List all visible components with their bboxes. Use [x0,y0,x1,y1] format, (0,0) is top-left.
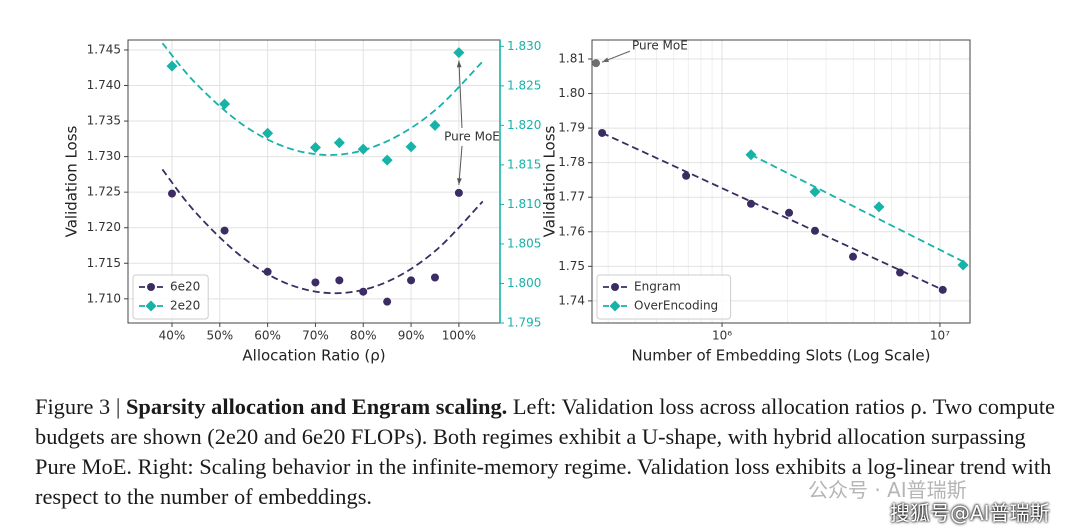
marker [429,119,441,131]
marker [896,268,905,277]
marker [454,188,463,197]
y2-tick-label: 1.810 [507,197,541,211]
legend-marker [145,300,157,312]
y-tick-label: 1.715 [87,256,121,270]
marker [747,199,756,208]
x-tick-label: 70% [302,329,329,343]
marker [263,267,272,276]
caption-bold: Sparsity allocation and Engram scaling. [125,394,508,419]
fit-line [601,132,944,291]
marker [357,143,369,155]
x-tick-label: 50% [206,329,233,343]
caption-label: Figure 3 | [35,394,121,419]
marker [383,297,392,306]
marker [335,276,344,285]
marker [810,226,819,235]
marker [957,259,969,271]
y-tick-label: 1.74 [558,293,585,307]
x-tick-label: 40% [159,329,186,343]
legend-label: Engram [634,280,681,294]
marker [598,128,607,137]
x-tick-label: 60% [254,329,281,343]
y-axis-label: Validation Loss [63,125,81,237]
x-axis-label: Number of Embedding Slots (Log Scale) [631,347,930,365]
y2-tick-label: 1.815 [507,157,541,171]
caption-text: Left: Validation loss across allocation … [35,394,1055,509]
legend-label: 6e20 [170,280,200,294]
annotation: Pure MoE [632,39,688,53]
y-tick-label: 1.79 [558,121,585,135]
watermark: 搜狐号@AI普瑞斯 [890,501,1050,525]
marker [359,287,368,296]
y-tick-label: 1.76 [558,224,585,238]
marker [219,98,231,110]
legend-box [596,274,732,320]
y2-tick-label: 1.830 [507,39,541,53]
fit-line [750,153,964,263]
marker [309,142,321,154]
y2-tick-label: 1.800 [507,276,541,290]
marker [430,273,439,282]
y-tick-label: 1.78 [558,155,585,169]
y-tick-label: 1.730 [87,149,121,163]
marker [381,154,393,166]
marker [938,285,947,294]
fit-line [161,168,484,295]
marker [405,141,417,153]
x-tick-label: 90% [398,329,425,343]
marker [333,137,345,149]
marker [407,276,416,285]
x-tick-label: 10⁷ [930,329,950,343]
y-tick-label: 1.77 [558,190,585,204]
y2-tick-label: 1.825 [507,78,541,92]
arrow-head [456,60,462,68]
marker [262,127,274,139]
arrow-head [457,178,462,185]
plot-frame [591,39,971,324]
x-tick-label: 80% [350,329,377,343]
annotation-arrow [458,60,463,129]
marker [453,47,465,59]
watermark: 公众号 · AI普瑞斯 [808,478,967,502]
x-axis-label: Allocation Ratio (ρ) [242,347,385,365]
fit-line [161,42,484,156]
x-tick-label: 10⁶ [712,329,732,343]
marker [873,201,885,213]
y-tick-label: 1.740 [87,78,121,92]
caption: Figure 3 | Sparsity allocation and Engra… [35,392,1057,512]
legend-label: OverEncoding [634,299,718,313]
annotation: Pure MoE [444,130,500,144]
marker [311,278,320,287]
marker [848,252,857,261]
y-tick-label: 1.710 [87,291,121,305]
y-tick-label: 1.725 [87,185,121,199]
legend-marker [147,283,155,291]
legend-marker [609,300,621,312]
x-tick-label: 100% [442,329,476,343]
y-tick-label: 1.745 [87,42,121,56]
marker [166,60,178,72]
marker [682,171,691,180]
y-tick-label: 1.81 [558,52,585,66]
marker [167,189,176,198]
y-tick-label: 1.80 [558,86,585,100]
y-tick-label: 1.720 [87,220,121,234]
y2-tick-label: 1.820 [507,118,541,132]
legend-marker [611,283,619,291]
y-tick-label: 1.75 [558,259,585,273]
y-axis-label: Validation Loss [541,125,559,237]
marker [745,149,757,161]
y-tick-label: 1.735 [87,114,121,128]
y2-tick-label: 1.805 [507,236,541,250]
marker [220,226,229,235]
legend-label: 2e20 [170,299,200,313]
marker [785,208,794,217]
figure: 40% 50% 60% 70% 80% 90% 100% 1.710 1.715 1.720 1.7… [63,39,971,365]
marker [592,59,601,68]
marker [809,186,821,198]
y2-tick-label: 1.795 [507,316,541,330]
arrow-head [602,57,610,63]
